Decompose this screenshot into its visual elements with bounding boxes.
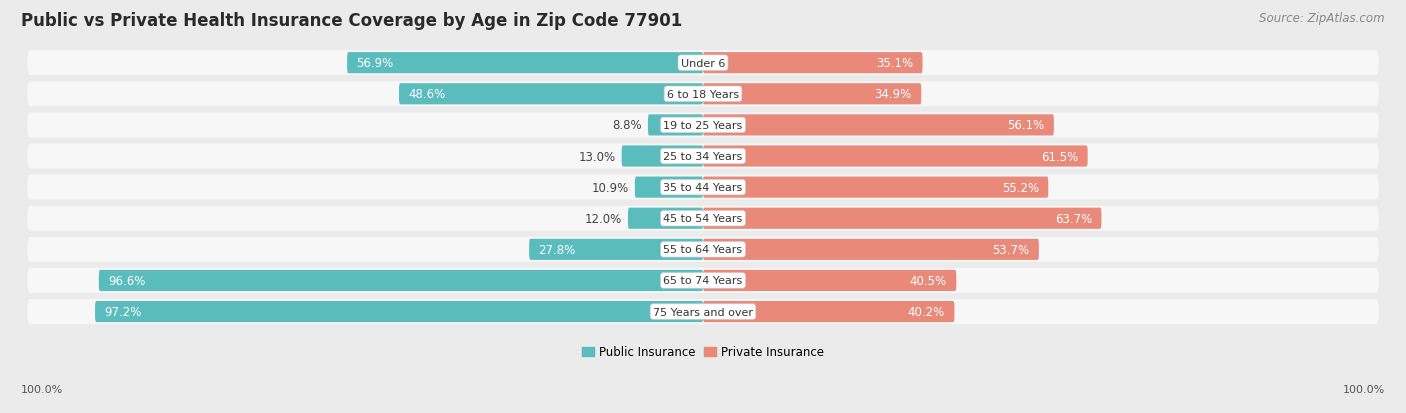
Text: 100.0%: 100.0% [21, 385, 63, 394]
Text: 12.0%: 12.0% [585, 212, 621, 225]
Text: 19 to 25 Years: 19 to 25 Years [664, 121, 742, 131]
Text: 100.0%: 100.0% [1343, 385, 1385, 394]
FancyBboxPatch shape [28, 113, 1378, 138]
FancyBboxPatch shape [28, 144, 1378, 169]
FancyBboxPatch shape [96, 301, 703, 323]
Text: 56.9%: 56.9% [357, 57, 394, 70]
Text: 40.5%: 40.5% [910, 274, 946, 287]
Text: Source: ZipAtlas.com: Source: ZipAtlas.com [1260, 12, 1385, 25]
FancyBboxPatch shape [28, 237, 1378, 262]
FancyBboxPatch shape [703, 301, 955, 323]
Text: 56.1%: 56.1% [1007, 119, 1045, 132]
FancyBboxPatch shape [28, 299, 1378, 324]
Text: 61.5%: 61.5% [1040, 150, 1078, 163]
Text: 35.1%: 35.1% [876, 57, 912, 70]
FancyBboxPatch shape [28, 175, 1378, 200]
Text: Public vs Private Health Insurance Coverage by Age in Zip Code 77901: Public vs Private Health Insurance Cover… [21, 12, 682, 30]
Text: 63.7%: 63.7% [1054, 212, 1092, 225]
FancyBboxPatch shape [628, 208, 703, 229]
FancyBboxPatch shape [703, 208, 1101, 229]
Text: 65 to 74 Years: 65 to 74 Years [664, 276, 742, 286]
Text: 55 to 64 Years: 55 to 64 Years [664, 245, 742, 255]
FancyBboxPatch shape [703, 53, 922, 74]
Text: 53.7%: 53.7% [993, 243, 1029, 256]
FancyBboxPatch shape [703, 146, 1088, 167]
FancyBboxPatch shape [28, 82, 1378, 107]
Text: 75 Years and over: 75 Years and over [652, 307, 754, 317]
FancyBboxPatch shape [529, 239, 703, 260]
Text: 48.6%: 48.6% [408, 88, 446, 101]
Text: 13.0%: 13.0% [578, 150, 616, 163]
FancyBboxPatch shape [621, 146, 703, 167]
Text: 10.9%: 10.9% [592, 181, 628, 194]
Text: 25 to 34 Years: 25 to 34 Years [664, 152, 742, 161]
FancyBboxPatch shape [28, 206, 1378, 231]
Text: 8.8%: 8.8% [612, 119, 641, 132]
FancyBboxPatch shape [703, 239, 1039, 260]
FancyBboxPatch shape [703, 177, 1049, 198]
FancyBboxPatch shape [636, 177, 703, 198]
Text: 55.2%: 55.2% [1001, 181, 1039, 194]
Text: 34.9%: 34.9% [875, 88, 912, 101]
Text: 6 to 18 Years: 6 to 18 Years [666, 90, 740, 100]
FancyBboxPatch shape [703, 84, 921, 105]
FancyBboxPatch shape [28, 51, 1378, 76]
Text: 45 to 54 Years: 45 to 54 Years [664, 214, 742, 224]
FancyBboxPatch shape [98, 270, 703, 291]
Legend: Public Insurance, Private Insurance: Public Insurance, Private Insurance [578, 341, 828, 363]
FancyBboxPatch shape [347, 53, 703, 74]
Text: 97.2%: 97.2% [104, 305, 142, 318]
FancyBboxPatch shape [28, 268, 1378, 293]
Text: 35 to 44 Years: 35 to 44 Years [664, 183, 742, 192]
FancyBboxPatch shape [703, 270, 956, 291]
FancyBboxPatch shape [703, 115, 1054, 136]
Text: 27.8%: 27.8% [538, 243, 575, 256]
Text: 96.6%: 96.6% [108, 274, 146, 287]
Text: 40.2%: 40.2% [908, 305, 945, 318]
FancyBboxPatch shape [399, 84, 703, 105]
FancyBboxPatch shape [648, 115, 703, 136]
Text: Under 6: Under 6 [681, 59, 725, 69]
